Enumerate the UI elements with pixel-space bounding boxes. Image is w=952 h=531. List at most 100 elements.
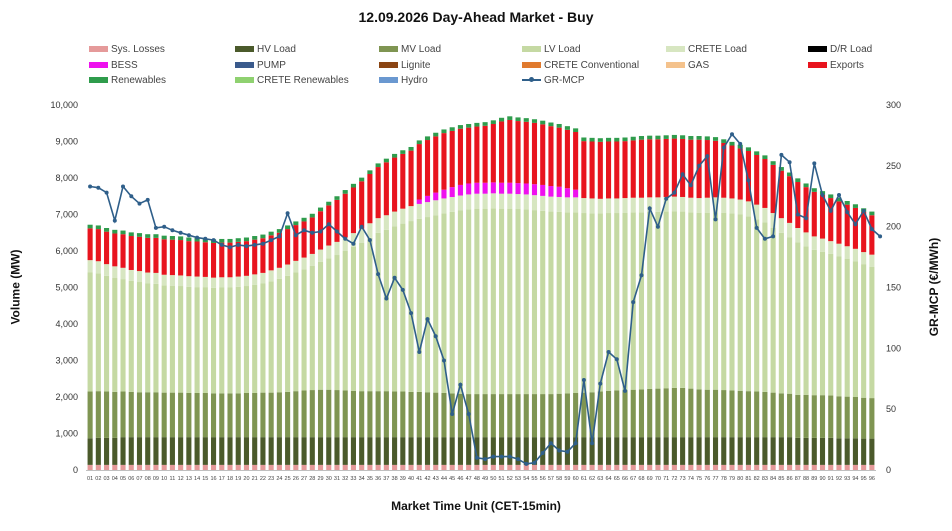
bar-lv-load bbox=[375, 232, 381, 392]
gr-mcp-point bbox=[293, 233, 298, 238]
bar-exports bbox=[474, 126, 480, 183]
x-tick-label: 53 bbox=[515, 476, 521, 482]
bar-lv-load bbox=[787, 237, 793, 394]
bar-renewables bbox=[622, 137, 628, 142]
legend-swatch bbox=[666, 46, 685, 53]
bar-hv-load bbox=[696, 437, 702, 465]
bar-lv-load bbox=[441, 213, 447, 393]
bar-crete-load bbox=[301, 257, 307, 270]
bar-crete-load bbox=[861, 252, 867, 265]
bar-mv-load bbox=[589, 392, 595, 438]
chart-legend: Sys. Losses HV Load MV Load LV Load CRETE Lo… bbox=[0, 0, 952, 100]
x-tick-label: 52 bbox=[507, 476, 513, 482]
gr-mcp-point bbox=[162, 224, 167, 229]
x-tick-label: 68 bbox=[638, 476, 644, 482]
bar-crete-load bbox=[556, 196, 562, 212]
bar-crete-load bbox=[589, 198, 595, 214]
bar-crete-load bbox=[712, 197, 719, 213]
bar-exports bbox=[309, 217, 315, 254]
legend-swatch bbox=[666, 62, 685, 69]
bar-lv-load bbox=[260, 283, 266, 393]
bar-lv-load bbox=[235, 286, 241, 394]
bar-renewables bbox=[367, 170, 373, 174]
bar-crete-load bbox=[317, 249, 324, 262]
x-tick-label: 22 bbox=[260, 476, 266, 482]
bar-bess bbox=[457, 184, 463, 196]
legend-label: HV Load bbox=[257, 44, 296, 55]
bar-lv-load bbox=[169, 285, 175, 393]
legend-item: LV Load bbox=[522, 44, 581, 55]
x-tick-label: 28 bbox=[309, 476, 315, 482]
bar-renewables bbox=[317, 207, 324, 212]
bar-bess bbox=[573, 189, 579, 198]
bar-renewables bbox=[745, 147, 751, 151]
bar-renewables bbox=[194, 237, 200, 242]
bar-lv-load bbox=[548, 211, 554, 395]
bar-crete-load bbox=[507, 193, 513, 209]
bar-mv-load bbox=[219, 393, 225, 438]
bar-crete-load bbox=[745, 201, 751, 217]
bar-lv-load bbox=[828, 253, 834, 396]
bar-crete-load bbox=[285, 264, 291, 276]
gr-mcp-point bbox=[195, 235, 200, 240]
bar-exports bbox=[787, 176, 793, 223]
bar-lv-load bbox=[803, 246, 809, 395]
bar-renewables bbox=[285, 225, 291, 230]
bar-renewables bbox=[178, 236, 184, 241]
bar-crete-load bbox=[334, 241, 340, 256]
x-tick-label: 63 bbox=[597, 476, 603, 482]
bar-sys-losses bbox=[457, 464, 463, 470]
bar-sys-losses bbox=[614, 464, 620, 470]
bar-crete-load bbox=[606, 198, 612, 214]
gr-mcp-point bbox=[483, 457, 488, 462]
bar-sys-losses bbox=[852, 464, 858, 470]
bar-exports bbox=[507, 119, 513, 183]
bar-hv-load bbox=[268, 437, 274, 465]
bar-sys-losses bbox=[326, 464, 332, 470]
bar-crete-load bbox=[466, 194, 472, 210]
x-tick-label: 11 bbox=[170, 476, 176, 482]
y2-tick-label: 250 bbox=[886, 161, 901, 171]
x-tick-label: 19 bbox=[235, 476, 241, 482]
gr-mcp-point bbox=[713, 217, 718, 222]
bar-renewables bbox=[112, 229, 118, 234]
y2-axis-title: GR-MCP (€/MWh) bbox=[927, 237, 942, 336]
bar-sys-losses bbox=[128, 464, 134, 470]
bar-exports bbox=[523, 121, 529, 184]
legend-swatch bbox=[235, 46, 254, 53]
bar-lv-load bbox=[219, 287, 225, 394]
legend-label: CRETE Conventional bbox=[544, 60, 640, 71]
bar-crete-load bbox=[120, 267, 126, 280]
bar-mv-load bbox=[120, 391, 126, 438]
bar-exports bbox=[227, 242, 233, 278]
bar-mv-load bbox=[597, 391, 603, 438]
bar-crete-load bbox=[499, 193, 505, 209]
gr-mcp-point bbox=[376, 272, 381, 277]
bar-lv-load bbox=[334, 255, 340, 391]
bar-mv-load bbox=[762, 391, 768, 438]
bar-exports bbox=[540, 124, 546, 185]
bar-renewables bbox=[507, 116, 513, 120]
gr-mcp-point bbox=[269, 238, 274, 243]
bar-exports bbox=[433, 136, 439, 193]
legend-label: Hydro bbox=[401, 75, 428, 86]
bar-renewables bbox=[104, 228, 110, 232]
bar-hv-load bbox=[317, 437, 324, 465]
bar-lv-load bbox=[589, 213, 595, 393]
bar-hv-load bbox=[795, 437, 801, 465]
bar-exports bbox=[548, 126, 554, 187]
bar-hv-load bbox=[671, 437, 677, 465]
bar-hv-load bbox=[606, 437, 612, 465]
bar-crete-load bbox=[721, 197, 727, 213]
gr-mcp-point bbox=[458, 382, 463, 387]
bar-lv-load bbox=[293, 272, 299, 392]
gr-mcp-point bbox=[705, 154, 710, 159]
bar-hv-load bbox=[861, 438, 867, 465]
gr-mcp-point bbox=[359, 224, 364, 229]
x-tick-label: 76 bbox=[704, 476, 710, 482]
bar-mv-load bbox=[136, 392, 143, 438]
gr-mcp-point bbox=[425, 317, 430, 322]
bar-renewables bbox=[844, 201, 850, 205]
bar-hv-load bbox=[285, 437, 291, 465]
